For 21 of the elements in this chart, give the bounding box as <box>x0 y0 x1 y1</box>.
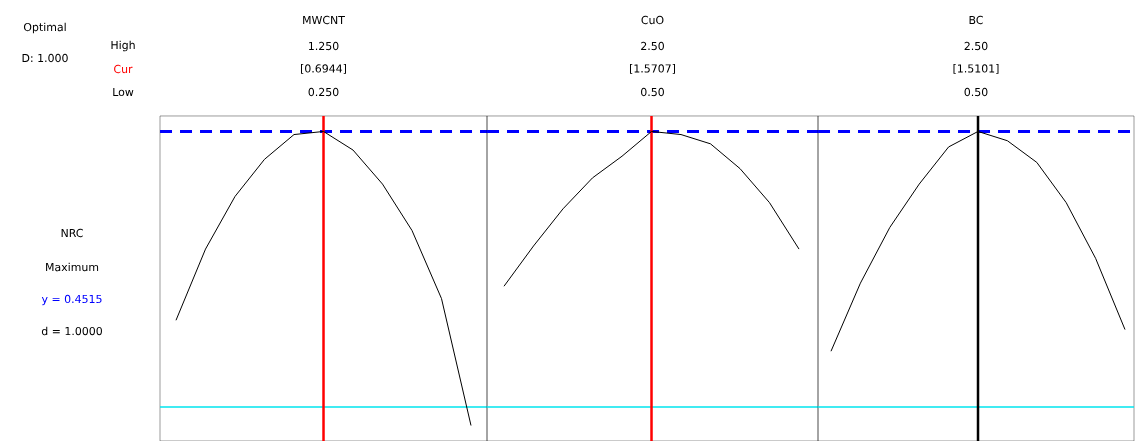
text: Low <box>113 87 134 97</box>
text: NRC <box>61 228 83 238</box>
text: y = 0.4515 <box>41 294 102 306</box>
text: 0.250 <box>308 87 339 97</box>
text: 0.50 <box>964 87 988 97</box>
text: [0.6944] <box>301 64 346 74</box>
text: D: 1.000 <box>22 53 68 63</box>
text: [1.5101] <box>953 64 999 74</box>
chart-title: BC <box>969 15 983 25</box>
text: [1.5707] <box>629 64 675 74</box>
text: Maximum <box>46 262 99 272</box>
text: Optimal <box>23 22 66 34</box>
text: 2.50 <box>641 41 664 51</box>
chart-title: MWCNT <box>303 15 345 25</box>
text: d = 1.0000 <box>41 326 102 336</box>
text: 1.250 <box>309 41 339 51</box>
text: 0.50 <box>641 87 664 97</box>
text: High <box>111 40 135 52</box>
text: 2.50 <box>964 41 988 51</box>
chart-title: CuO <box>641 15 664 25</box>
text: Cur <box>114 64 133 74</box>
